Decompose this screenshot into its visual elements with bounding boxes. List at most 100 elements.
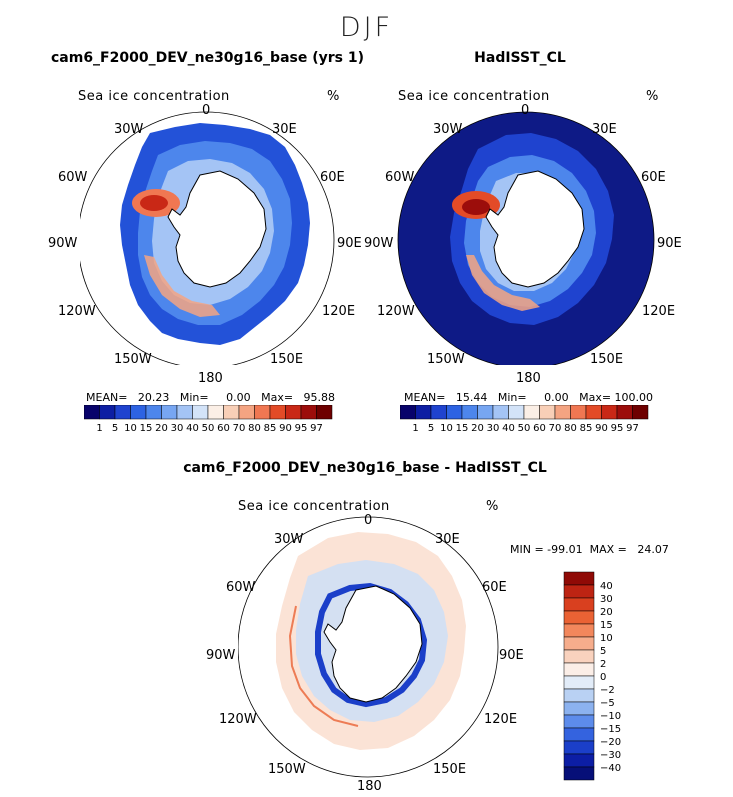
colorbar-obs-swatch [446, 405, 463, 420]
colorbar-model-tick-label: 20 [155, 423, 168, 434]
lon-label-150w: 150W [427, 352, 465, 367]
variable-label-obs: Sea ice concentration [398, 89, 550, 104]
colorbar-model-swatch [145, 405, 162, 420]
ross-sector [144, 255, 220, 317]
colorbar-obs-swatch [539, 405, 556, 420]
lon-label-60e: 60E [320, 170, 345, 185]
colorbar-diff-tick-label: −15 [600, 724, 621, 735]
colorbar-obs-tick-label: 50 [518, 423, 531, 434]
lon-label-0: 0 [364, 513, 373, 528]
colorbar-diff-tick-label: −30 [600, 750, 621, 761]
colorbar-diff-swatch [563, 675, 595, 690]
lon-label-30e: 30E [272, 122, 297, 137]
colorbar-obs-swatch [477, 405, 494, 420]
panel-title-model: cam6_F2000_DEV_ne30g16_base (yrs 1) [50, 50, 365, 66]
colorbar-model-tick-label: 50 [202, 423, 215, 434]
colorbar-obs-swatch [508, 405, 525, 420]
colorbar-model-swatch [99, 405, 116, 420]
lon-label-180: 180 [357, 779, 382, 794]
lon-label-150w: 150W [268, 762, 306, 777]
colorbar-obs-tick-label: 40 [502, 423, 515, 434]
colorbar-model-swatch [269, 405, 286, 420]
lon-label-90e: 90E [337, 236, 362, 251]
colorbar-obs: 1 5 10 15 20 30 40 50 60 70 80 85 90 95 97 [400, 405, 649, 434]
antarctica [167, 170, 267, 288]
colorbar-diff-tick-label: −20 [600, 737, 621, 748]
variable-label-diff: Sea ice concentration [238, 499, 390, 514]
colorbar-model-tick-label: 90 [279, 423, 292, 434]
lon-label-0: 0 [202, 103, 211, 118]
colorbar-model-swatch [130, 405, 147, 420]
colorbar-model-swatch [254, 405, 271, 420]
colorbar-obs-tick-label: 90 [595, 423, 608, 434]
polar-map-model [80, 111, 335, 365]
colorbar-diff-tick-label: 20 [600, 607, 613, 618]
colorbar-model-tick-label: 85 [264, 423, 277, 434]
colorbar-model-swatch [223, 405, 240, 420]
lon-label-90w: 90W [206, 648, 236, 663]
colorbar-model-tick-label: 60 [217, 423, 230, 434]
colorbar-obs-tick-label: 10 [440, 423, 453, 434]
colorbar-diff-swatch [563, 584, 595, 599]
lon-label-90e: 90E [499, 648, 524, 663]
diff-positive-rim [288, 605, 359, 727]
lon-label-30w: 30W [114, 122, 144, 137]
lon-label-60w: 60W [226, 580, 256, 595]
colorbar-model-tick-label: 30 [171, 423, 184, 434]
colorbar-model-swatch [84, 405, 100, 420]
colorbar-obs-tick-label: 85 [580, 423, 593, 434]
lon-label-120w: 120W [58, 304, 96, 319]
colorbar-model-swatch [161, 405, 178, 420]
lon-label-90w: 90W [364, 236, 394, 251]
lon-label-180: 180 [516, 371, 541, 386]
lon-label-30e: 30E [592, 122, 617, 137]
lon-label-150w: 150W [114, 352, 152, 367]
colorbar-model-swatch [300, 405, 317, 420]
lon-label-30w: 30W [274, 532, 304, 547]
season-title: DJF [339, 12, 394, 43]
polar-map-diff [238, 516, 499, 778]
colorbar-diff-tick-label: 10 [600, 633, 613, 644]
lon-label-180: 180 [198, 371, 223, 386]
colorbar-model-tick-label: 97 [310, 423, 323, 434]
colorbar-model-tick-label: 10 [124, 423, 137, 434]
colorbar-obs-swatch [616, 405, 633, 420]
lon-label-60e: 60E [482, 580, 507, 595]
colorbar-diff-swatch [563, 753, 595, 768]
colorbar-obs-swatch [554, 405, 571, 420]
colorbar-model-swatch [192, 405, 209, 420]
lon-label-30e: 30E [435, 532, 460, 547]
antarctica [323, 585, 423, 703]
colorbar-model-swatch [238, 405, 255, 420]
colorbar-obs-tick-label: 95 [611, 423, 624, 434]
colorbar-obs-swatch [492, 405, 509, 420]
units-label-obs: % [646, 89, 659, 104]
weddell-max [462, 199, 490, 215]
colorbar-diff-swatch [563, 740, 595, 755]
colorbar-diff-tick-label: 40 [600, 581, 613, 592]
colorbar-obs-swatch [601, 405, 618, 420]
colorbar-obs-tick-label: 60 [533, 423, 546, 434]
colorbar-diff-swatch [563, 649, 595, 664]
colorbar-model: 1 5 10 15 20 30 40 50 60 70 80 85 90 95 97 [84, 405, 333, 434]
lon-label-90w: 90W [48, 236, 78, 251]
colorbar-obs-tick-label: 5 [428, 423, 434, 434]
colorbar-model-swatch [176, 405, 193, 420]
lon-label-30w: 30W [433, 122, 463, 137]
weddell-max [140, 195, 168, 211]
lon-label-150e: 150E [590, 352, 624, 367]
panel-title-diff: cam6_F2000_DEV_ne30g16_base - HadISST_CL [183, 460, 547, 476]
lon-label-150e: 150E [270, 352, 304, 367]
lon-label-60w: 60W [58, 170, 88, 185]
colorbar-diff-swatch [563, 623, 595, 638]
colorbar-diff-swatch [563, 714, 595, 729]
units-label-model: % [327, 89, 340, 104]
colorbar-diff-tick-label: 5 [600, 646, 606, 657]
colorbar-model-swatch [316, 405, 333, 420]
colorbar-obs-tick-label: 20 [471, 423, 484, 434]
lon-label-120e: 120E [322, 304, 356, 319]
colorbar-diff-tick-label: −5 [600, 698, 615, 709]
lon-label-120w: 120W [377, 304, 415, 319]
colorbar-obs-tick-label: 97 [626, 423, 639, 434]
colorbar-diff-swatch [563, 636, 595, 651]
